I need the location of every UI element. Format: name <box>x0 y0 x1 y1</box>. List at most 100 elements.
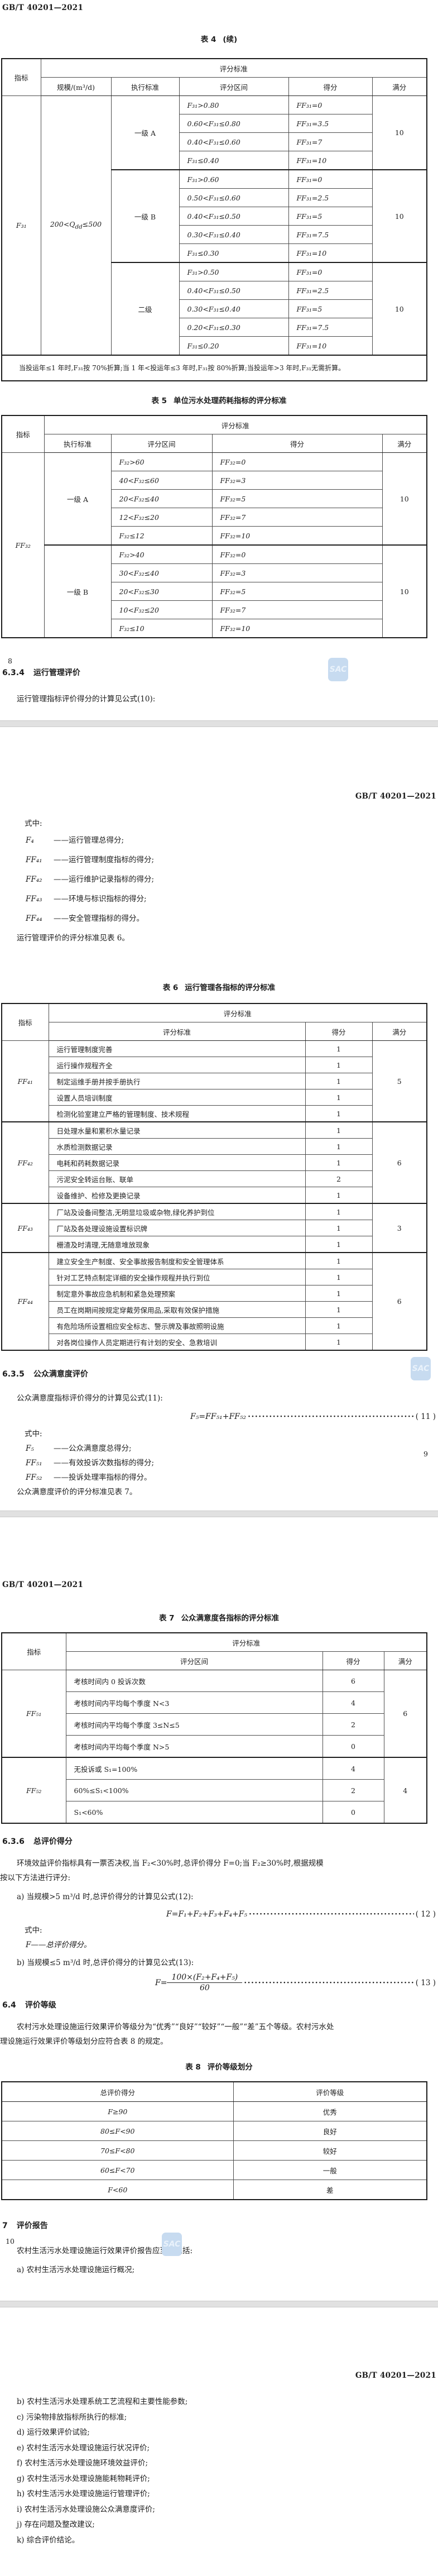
formula-11-body: F₅=FF₅₁+FF₅₂ <box>190 1412 247 1421</box>
col-score: 得分 <box>211 434 383 453</box>
cell-item: 日处理水量和累积水量记录 <box>48 1121 306 1139</box>
section-title: 运行管理评价 <box>33 668 80 677</box>
cell-score: 1 <box>305 1187 373 1204</box>
table-footnote-row: 当投运年≤1 年时,F₃₁按 70%折算;当 1 年<投运年≤3 年时,F₃₁按… <box>1 355 427 381</box>
cell-interval: F₃₁≤0.30 <box>179 243 289 263</box>
table-row: 考核时间内平均每个季度 N<3 4 <box>2 1691 427 1714</box>
table-5: 指标 评分标准 执行标准 评分区间 得分 满分 FF₃₂ 一级 A F₃₂>60… <box>1 415 428 638</box>
cell-grade: 良好 <box>233 2121 427 2142</box>
table-row: 0.40<F₃₁≤0.60 FF₃₁=7 <box>2 132 427 151</box>
list-item-a: a) 农村生活污水处理设施运行概况; <box>17 2266 135 2275</box>
table-subheader-row: 执行标准 评分区间 得分 满分 <box>2 434 427 453</box>
list-item-j: j) 存在问题及整改建议; <box>17 2520 95 2529</box>
section-6-3-5-intro: 公众满意度指标评价得分的计算见公式(11): <box>17 1394 163 1403</box>
scale-pre: 200<Q <box>50 220 75 229</box>
table-row: 0.20<F₃₁≤0.30 FF₃₁=7.5 <box>2 318 427 337</box>
fraction-numerator: 100×(F₂+F₄+F₅) <box>167 1972 243 1984</box>
cell-item: 考核时间内 0 投诉次数 <box>65 1670 323 1692</box>
cell-item: 制定运维手册并按手册执行 <box>48 1073 306 1089</box>
cell-interval: 12<F₃₂≤20 <box>110 508 213 527</box>
section-number: 6.3.4 <box>2 668 25 677</box>
cell-item: 设备维护、检修及更换记录 <box>48 1187 306 1204</box>
symbol-definition: FF₄₁ ——运行管理制度指标的得分; <box>26 850 438 870</box>
table-row: 针对工艺特点制定详细的安全操作规程并执行到位 1 <box>2 1269 427 1285</box>
cell-interval: 0.40<F₃₁≤0.50 <box>179 207 289 226</box>
list-item-e: e) 农村生活污水处理设施运行状况评价; <box>17 2443 150 2453</box>
cell-item: 检测化验室建立严格的管理制度、技术规程 <box>48 1105 306 1122</box>
cell-indicator: FF₄₄ <box>1 1252 49 1351</box>
table-row: 二级 F₃₁>0.50 FF₃₁=0 10 <box>2 262 427 356</box>
cell-item: 有危险场所设置相应安全标志、警示牌及事故照明设施 <box>48 1317 306 1334</box>
table-row: F₃₁≤0.30 FF₃₁=10 <box>2 243 427 263</box>
col-criteria-sub: 评分标准 <box>48 1022 306 1041</box>
table-row: F₃₁ 200<Qdd≤500 一级 A F₃₁>0.80 FF₃₁=0 10 <box>1 95 427 356</box>
cell-full: 10 <box>382 544 427 638</box>
cell-indicator: FF₅₁ <box>1 1670 66 1758</box>
col-interval: 评分区间 <box>110 434 213 453</box>
cell-item: 污泥安全转运台账、联单 <box>48 1170 306 1187</box>
cell-score: 1 <box>305 1334 373 1351</box>
definition-text: ——投诉处理率指标的得分。 <box>54 1473 152 1482</box>
table-row: F₃₁≤0.20 FF₃₁=10 <box>2 336 427 356</box>
sac-watermark-icon: SAC <box>162 2233 182 2256</box>
table-row: S₁<60% 0 <box>2 1801 427 1824</box>
table-row: 20<F₃₂≤40 FF₃₂=5 <box>2 489 427 508</box>
table6-title: 表 6 运行管理各指标的评分标准 <box>0 983 438 993</box>
table-row: 有危险场所设置相应安全标志、警示牌及事故照明设施 1 <box>2 1317 427 1334</box>
cell-standard: 一级 A <box>110 95 180 170</box>
formula-12: F=F₁+F₂+F₃+F₄+F₅ ( 12 ) <box>4 1910 436 1919</box>
formula-13-number: ( 13 ) <box>415 1978 436 1987</box>
cell-interval: 0.40<F₃₁≤0.50 <box>179 281 289 300</box>
see-table7-note: 公众满意度评价的评分标准见表 7。 <box>17 1488 137 1497</box>
cell-score-range: F<60 <box>1 2180 234 2200</box>
cell-interval: 0.40<F₃₁≤0.60 <box>179 132 289 151</box>
definition-text: ——运行维护记录指标的得分; <box>54 875 155 884</box>
cell-interval: F₃₂≤12 <box>110 526 213 546</box>
cell-item: 设置人员培训制度 <box>48 1089 306 1106</box>
col-score: 得分 <box>288 77 373 96</box>
col-full: 满分 <box>382 434 427 453</box>
page-10: GB/T 40201—2021 表 7 公众满意度各指标的评分标准 指标 评分标准… <box>0 1517 438 2301</box>
table-row: 80≤F<90 良好 <box>1 2121 427 2142</box>
symbol: FF₅₂ <box>26 1473 42 1482</box>
table-row: 栅渣及时清理,无随意堆放现象 1 <box>2 1236 427 1253</box>
cell-interval: 0.30<F₃₁≤0.40 <box>179 299 289 318</box>
cell-full: 10 <box>372 95 427 170</box>
table-row: FF₅₁ 考核时间内 0 投诉次数 6 6 <box>1 1670 427 1758</box>
table-row: 10<F₃₂≤20 FF₃₂=7 <box>2 600 427 619</box>
page-separator <box>0 720 438 727</box>
cell-score: 2 <box>305 1170 373 1187</box>
table-header-row: 总评价得分 评价等级 <box>1 2081 427 2102</box>
cell-interval: 10<F₃₂≤20 <box>110 600 213 619</box>
cell-score: 1 <box>305 1057 373 1073</box>
cell-item: 电耗和药耗数据记录 <box>48 1154 306 1171</box>
symbol: F₅ <box>26 1444 34 1453</box>
cell-score: FF₃₂=5 <box>211 582 383 601</box>
cell-full: 10 <box>372 262 427 356</box>
cell-score: 1 <box>305 1301 373 1318</box>
page-separator <box>0 1511 438 1517</box>
cell-score: 1 <box>305 1154 373 1171</box>
symbol: FF₄₄ <box>26 914 42 923</box>
table-row: FF₄₄ 建立安全生产制度、安全事故报告制度和安全管理体系 1 6 <box>1 1252 427 1351</box>
cell-score: FF₃₁=2.5 <box>288 281 373 300</box>
cell-score: 4 <box>322 1757 384 1780</box>
cell-full: 10 <box>372 169 427 263</box>
symbol-definition: F——总评价得分。 <box>26 1941 92 1949</box>
col-score: 得分 <box>305 1022 373 1041</box>
table-subheader-row: 规模/(m³/d) 执行标准 评分区间 得分 满分 <box>2 77 427 96</box>
table-header-row: 指标 评分标准 <box>1 58 427 96</box>
cell-score: FF₃₁=7.5 <box>288 318 373 337</box>
cell-score: 1 <box>305 1252 373 1269</box>
col-full: 满分 <box>383 1651 427 1670</box>
cell-interval: 0.60<F₃₁≤0.80 <box>179 114 289 133</box>
section-title: 评价报告 <box>16 2221 48 2231</box>
table-row: 40<F₃₂≤60 FF₃₂=3 <box>2 471 427 490</box>
definition-text: ——有效投诉次数指标的得分; <box>54 1459 155 1468</box>
table-row: 设置人员培训制度 1 <box>2 1089 427 1106</box>
cell-item: 对各岗位操作人员定期进行有计划的安全、急救培训 <box>48 1334 306 1351</box>
cell-score: FF₃₁=2.5 <box>288 188 373 207</box>
section-number: 7 <box>2 2221 8 2231</box>
formula-13-lhs: F= <box>155 1978 167 1987</box>
